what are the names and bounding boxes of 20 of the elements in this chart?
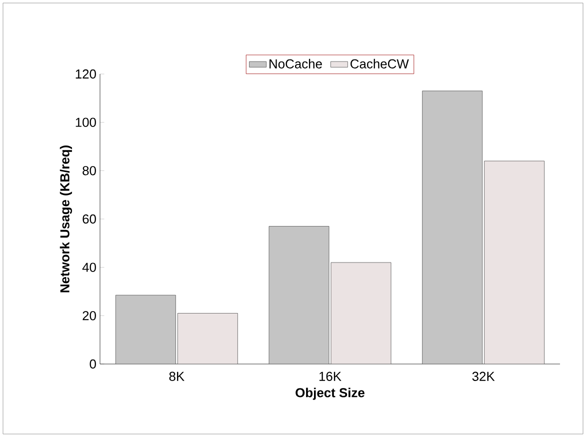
y-tick-label: 60 — [82, 214, 96, 224]
bar — [177, 313, 238, 364]
y-tick-label: 40 — [82, 262, 96, 272]
y-tick-label: 80 — [82, 166, 96, 176]
x-tick-label: 16K — [319, 372, 342, 381]
legend-label: NoCache — [270, 58, 322, 68]
y-tick-label: 0 — [90, 359, 96, 369]
legend-label: CacheCW — [350, 58, 409, 68]
x-tick-label: 32K — [472, 372, 495, 381]
bar — [115, 294, 176, 364]
x-tick-label: 8K — [169, 372, 184, 381]
bar — [330, 262, 392, 364]
y-axis-title: Network Usage (KB/req) — [60, 146, 72, 292]
x-axis-title: Object Size — [296, 388, 364, 400]
y-tick-label: 120 — [76, 69, 96, 79]
bar — [422, 90, 483, 364]
bar — [268, 226, 330, 364]
y-tick-label: 20 — [82, 311, 96, 320]
y-tick-label: 100 — [76, 118, 96, 127]
bar — [484, 160, 545, 364]
